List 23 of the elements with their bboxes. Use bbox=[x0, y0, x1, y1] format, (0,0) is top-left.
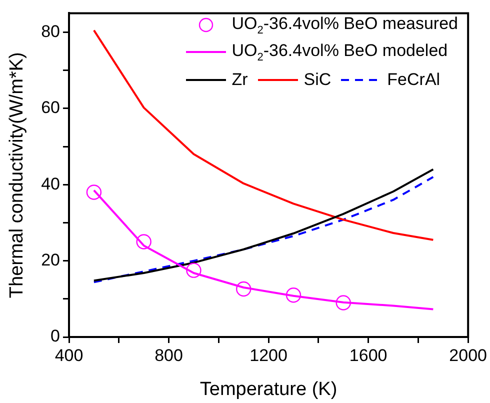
x-axis-title: Temperature (K) bbox=[200, 378, 338, 400]
y-tick-label: 0 bbox=[50, 326, 60, 346]
x-tick-label: 1200 bbox=[250, 346, 288, 365]
legend-label: UO$_{2}$-36.4vol% BeO modeled bbox=[232, 41, 448, 64]
legend-label: Zr bbox=[232, 70, 248, 90]
x-tick-label: 400 bbox=[54, 346, 84, 365]
y-axis-title: Thermal conductivity(W/m*K) bbox=[6, 52, 28, 298]
y-tick-label: 60 bbox=[41, 98, 60, 118]
point bbox=[186, 262, 202, 278]
y-tick-label: 40 bbox=[41, 174, 60, 194]
legend-label: SiC bbox=[304, 70, 332, 90]
point bbox=[336, 295, 351, 310]
point bbox=[86, 184, 102, 200]
legend-label: FeCrAl bbox=[387, 70, 440, 90]
legend-label: UO$_{2}$-36.4vol% BeO measured bbox=[232, 14, 458, 37]
point bbox=[136, 234, 152, 250]
y-tick-label: 80 bbox=[41, 22, 60, 41]
x-tick-label: 800 bbox=[154, 346, 183, 365]
x-tick-label: 2000 bbox=[449, 346, 488, 365]
x-tick-label: 1600 bbox=[349, 346, 388, 365]
point bbox=[236, 281, 252, 297]
point bbox=[286, 287, 302, 303]
y-tick-label: 20 bbox=[41, 250, 60, 270]
